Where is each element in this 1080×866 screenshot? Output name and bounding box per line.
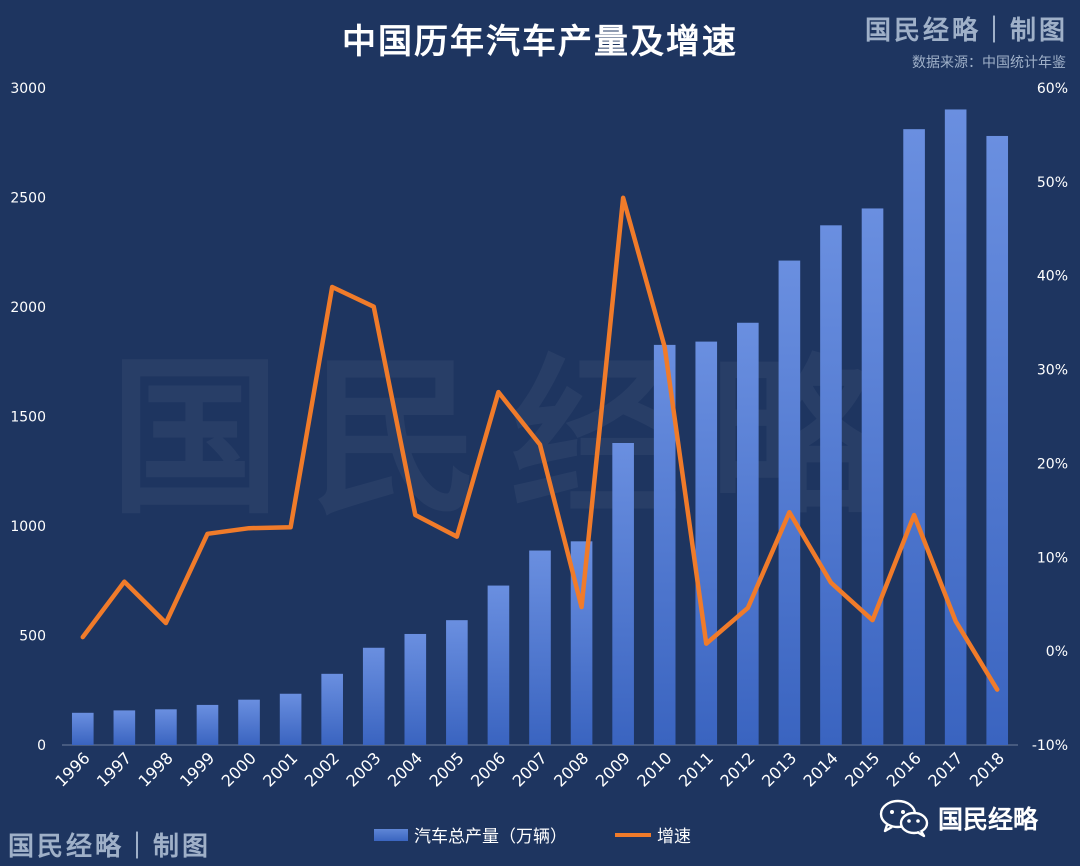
x-tick-label: 1997 <box>93 748 135 790</box>
x-tick-label: 2017 <box>924 748 966 790</box>
bar-2006 <box>487 585 510 745</box>
x-tick-label: 2010 <box>633 748 675 790</box>
legend-bar-label: 汽车总产量（万辆） <box>414 827 567 847</box>
y-right-tick-label: 40% <box>1037 269 1068 285</box>
y-right-tick-label: 0% <box>1046 644 1068 660</box>
x-tick-label: 2006 <box>467 748 509 790</box>
bar-1996 <box>71 712 94 745</box>
wechat-account: 国民经略 <box>878 798 1038 838</box>
x-tick-label: 2018 <box>966 748 1008 790</box>
legend-line-label: 增速 <box>657 827 691 847</box>
bar-2016 <box>903 129 925 745</box>
y-axis-right: -10% 0% 10% 20% 30% 40% 50% 60% <box>1032 81 1068 754</box>
y-right-tick-label: 10% <box>1037 550 1068 566</box>
brand-top-right: 国民经略｜制图 <box>864 16 1068 46</box>
x-tick-label: 2011 <box>675 748 717 790</box>
y-axis-left: 0 500 1000 1500 2000 2500 3000 <box>10 81 46 754</box>
x-tick-label: 2003 <box>342 748 384 790</box>
y-right-tick-label: 20% <box>1037 456 1068 472</box>
chart-title: 中国历年汽车产量及增速 <box>342 22 738 62</box>
y-right-tick-label: -10% <box>1032 738 1068 754</box>
bar-2004 <box>404 633 427 745</box>
x-tick-label: 2016 <box>883 748 925 790</box>
y-left-tick-label: 3000 <box>10 81 46 97</box>
x-tick-label: 2000 <box>218 748 260 790</box>
y-left-tick-label: 2000 <box>10 300 46 316</box>
bar-2003 <box>362 647 385 745</box>
x-tick-label: 1999 <box>176 748 218 790</box>
x-tick-label: 2014 <box>800 748 842 790</box>
bar-2007 <box>529 550 551 745</box>
bar-2015 <box>861 208 884 745</box>
y-left-tick-label: 1000 <box>10 519 46 535</box>
legend-line-swatch <box>615 832 651 837</box>
x-tick-label: 2015 <box>841 748 883 790</box>
bar-2011 <box>695 341 718 745</box>
y-right-tick-label: 50% <box>1037 175 1068 191</box>
bar-2002 <box>321 673 343 745</box>
y-right-tick-label: 60% <box>1037 81 1068 97</box>
x-tick-label: 2005 <box>425 748 467 790</box>
x-tick-label: 1998 <box>135 748 177 790</box>
bar-2012 <box>737 322 759 745</box>
x-tick-label: 2001 <box>259 748 301 790</box>
y-left-tick-label: 0 <box>37 738 46 754</box>
x-axis: 1996 1997 1998 1999 2000 2001 2002 2003 2004 2005… <box>51 748 1008 790</box>
bar-2010 <box>653 344 676 745</box>
bar-2018 <box>986 135 1009 745</box>
bar-2001 <box>279 693 302 745</box>
wechat-icon <box>879 799 929 838</box>
bar-2013 <box>778 260 801 745</box>
x-tick-label: 2002 <box>301 748 343 790</box>
x-tick-label: 2009 <box>592 748 634 790</box>
bar-2000 <box>238 699 260 745</box>
data-source: 数据来源：中国统计年鉴 <box>912 55 1066 71</box>
x-tick-label: 1996 <box>51 748 93 790</box>
y-right-tick-label: 30% <box>1037 363 1068 379</box>
y-left-tick-label: 500 <box>19 629 46 645</box>
legend: 汽车总产量（万辆） 增速 <box>374 822 691 847</box>
y-left-tick-label: 2500 <box>10 191 46 207</box>
legend-bar-swatch <box>374 828 408 841</box>
bar-2009 <box>612 442 634 745</box>
bar-1997 <box>113 710 136 745</box>
bar-2005 <box>446 620 468 745</box>
y-left-tick-label: 1500 <box>10 410 46 426</box>
x-tick-label: 2008 <box>550 748 592 790</box>
bar-1999 <box>196 704 219 745</box>
x-tick-label: 2004 <box>384 748 426 790</box>
bar-2017 <box>944 109 967 746</box>
brand-bottom-left: 国民经略｜制图 <box>8 832 212 862</box>
wechat-account-name: 国民经略 <box>938 805 1039 834</box>
x-tick-label: 2013 <box>758 748 800 790</box>
x-tick-label: 2007 <box>509 748 551 790</box>
bar-1998 <box>155 709 177 745</box>
growth-line-series <box>80 195 1000 692</box>
x-tick-label: 2012 <box>716 748 758 790</box>
bar-2014 <box>820 225 842 746</box>
bar-series <box>71 109 1009 746</box>
